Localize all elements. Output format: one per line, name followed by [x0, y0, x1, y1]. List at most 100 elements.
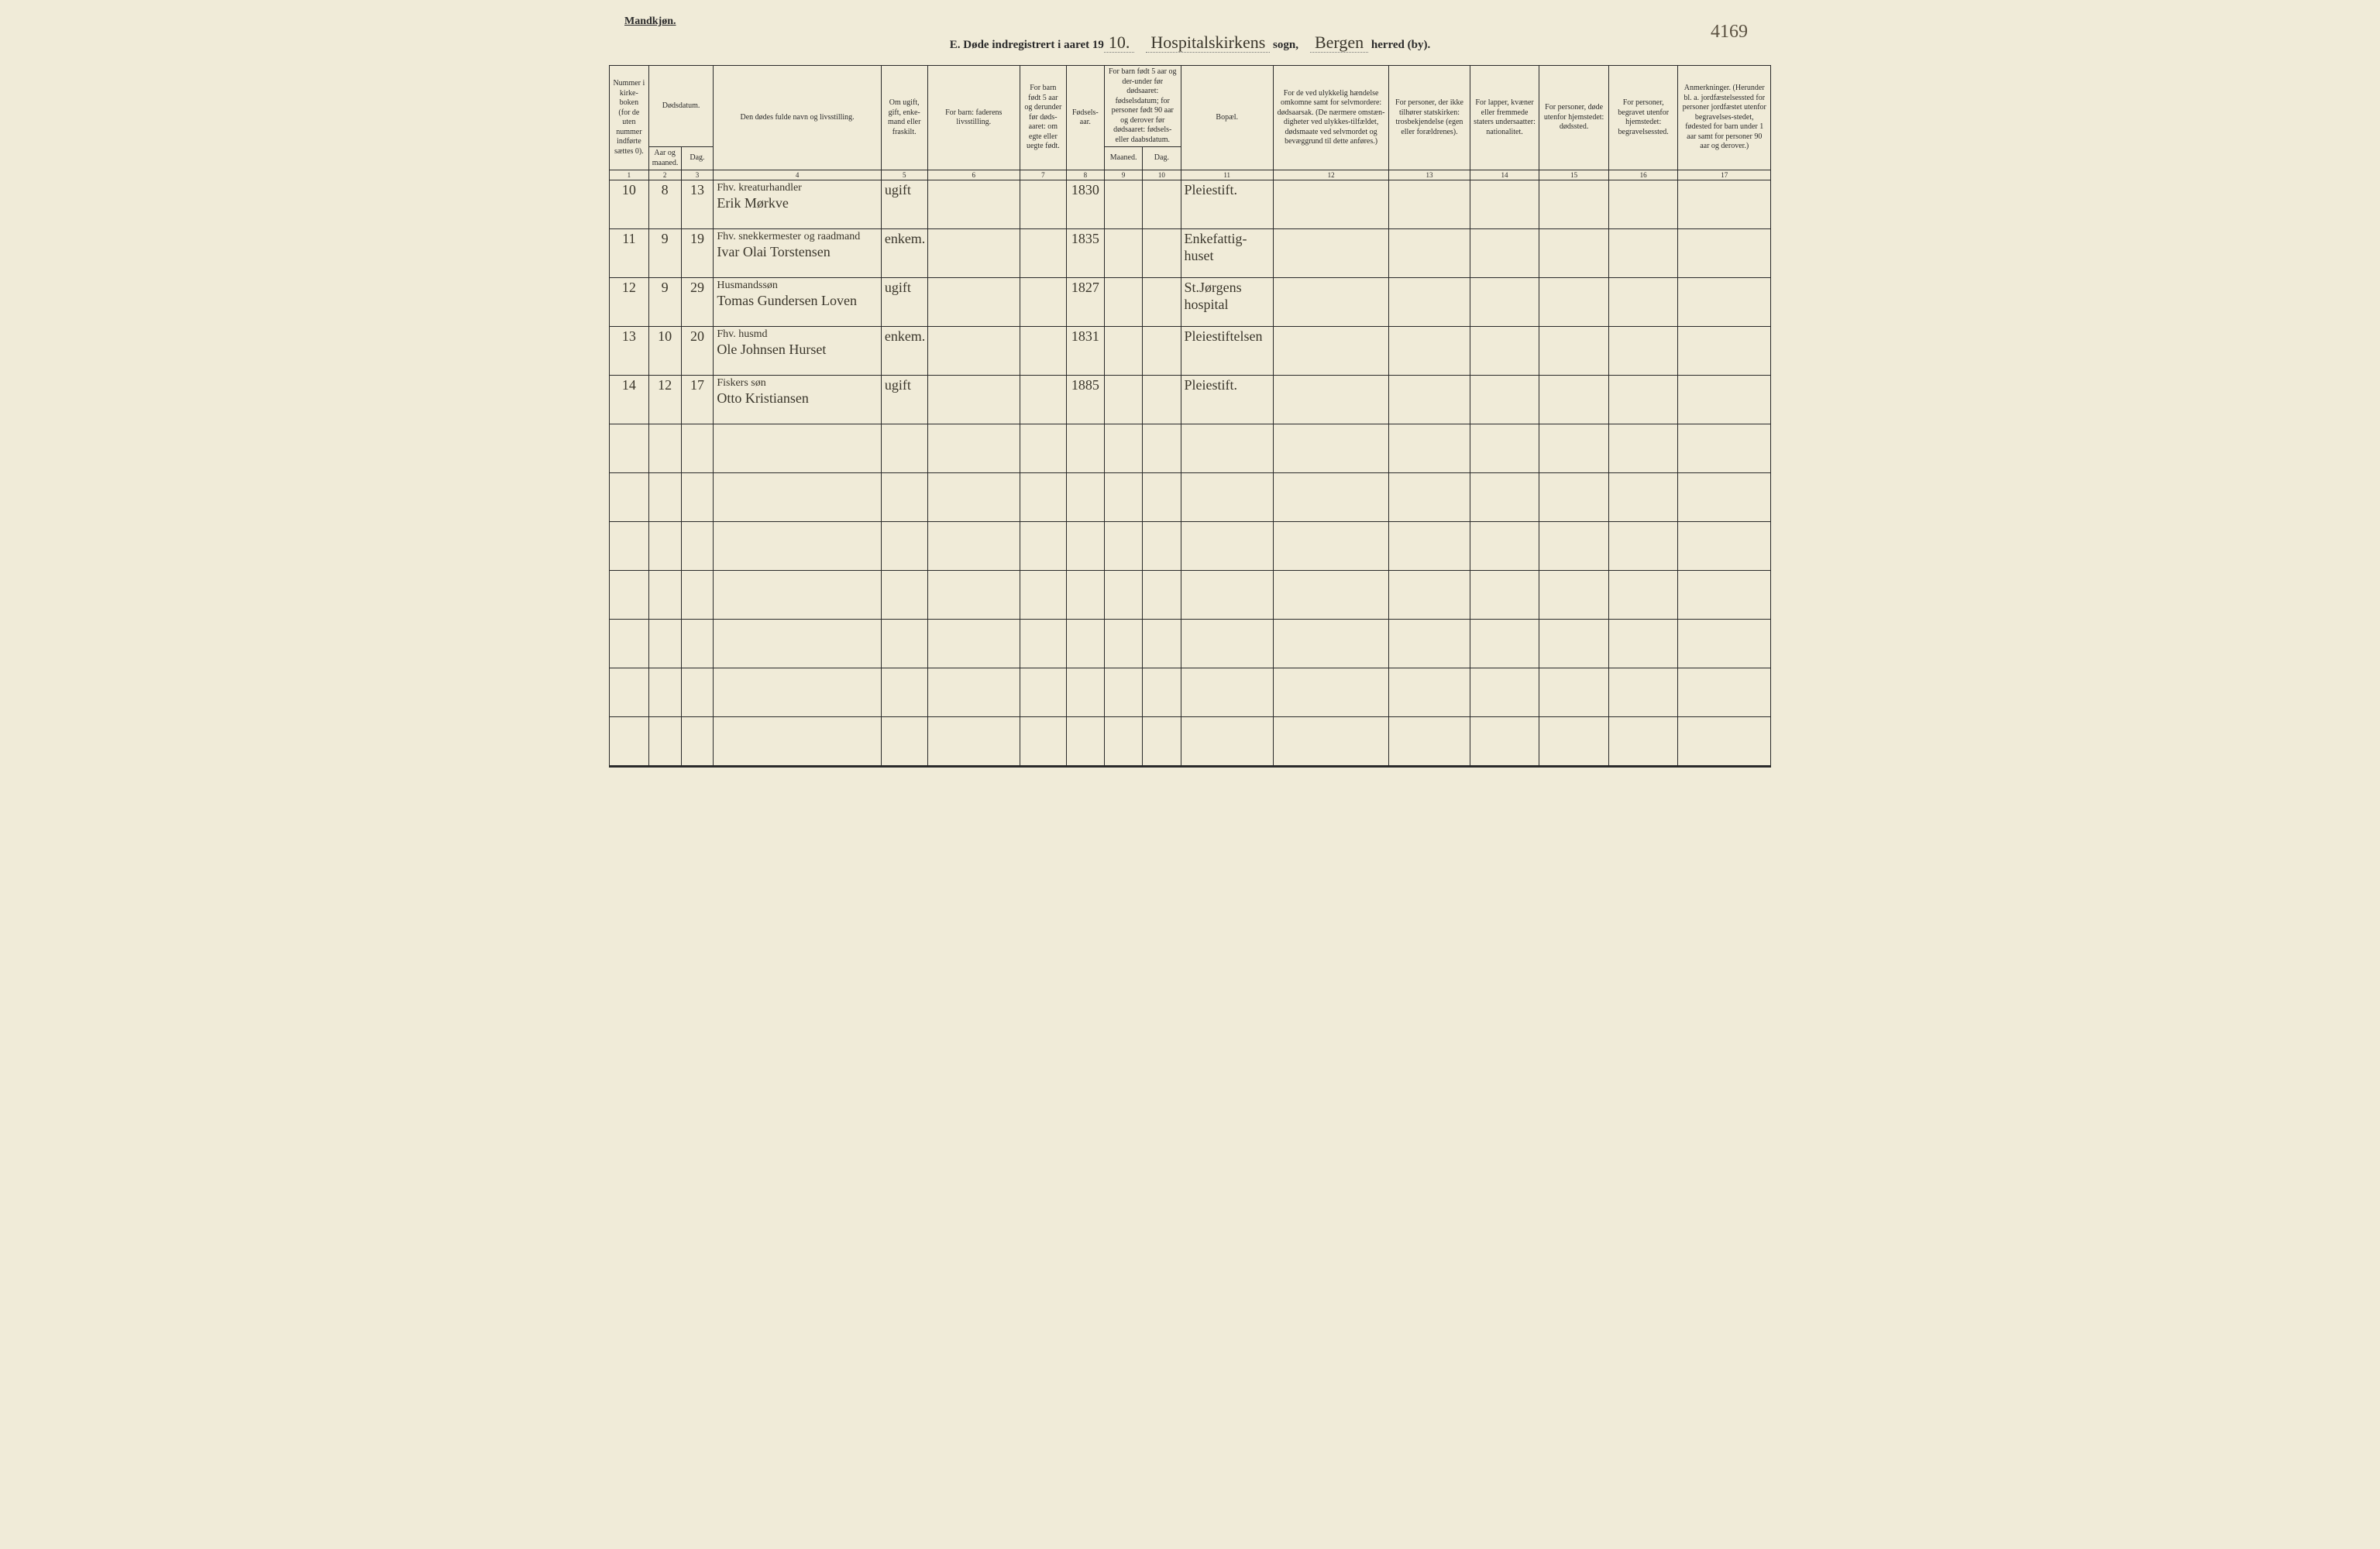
- cell-empty: [610, 571, 649, 620]
- cell-blank: [1273, 278, 1388, 327]
- cell-name: Fiskers sønOtto Kristiansen: [714, 376, 881, 424]
- cell-empty: [1678, 522, 1771, 571]
- col-header-6: For barn: faderens livsstilling.: [927, 66, 1020, 170]
- cell-empty: [681, 424, 714, 473]
- cell-empty: [714, 620, 881, 668]
- table-row-empty: [610, 522, 1771, 571]
- column-number: 9: [1104, 170, 1142, 180]
- cell-empty: [1389, 668, 1470, 717]
- table-header: Nummer i kirke-boken (for de uten nummer…: [610, 66, 1771, 180]
- cell-blank: [1678, 180, 1771, 229]
- column-number: 10: [1143, 170, 1181, 180]
- cell-birth-year: 1835: [1066, 229, 1104, 278]
- cell-name: Fhv. snekkermester og raadmandIvar Olai …: [714, 229, 881, 278]
- title-district-label: herred (by).: [1371, 39, 1430, 51]
- cell-blank: [1389, 180, 1470, 229]
- table-row-empty: [610, 571, 1771, 620]
- cell-empty: [881, 522, 927, 571]
- cell-legit: [1020, 327, 1066, 376]
- cell-empty: [1104, 473, 1142, 522]
- cell-birth-month: [1104, 180, 1142, 229]
- cell-number: 13: [610, 327, 649, 376]
- cell-blank: [1470, 229, 1539, 278]
- cell-empty: [927, 668, 1020, 717]
- column-number: 5: [881, 170, 927, 180]
- cell-empty: [1020, 620, 1066, 668]
- cell-blank: [1678, 327, 1771, 376]
- cell-birth-day: [1143, 278, 1181, 327]
- cell-father: [927, 327, 1020, 376]
- cell-birth-year: 1831: [1066, 327, 1104, 376]
- cell-empty: [1608, 522, 1678, 571]
- cell-empty: [1066, 620, 1104, 668]
- cell-empty: [881, 668, 927, 717]
- cell-empty: [1273, 522, 1388, 571]
- cell-birth-day: [1143, 180, 1181, 229]
- cell-empty: [1470, 571, 1539, 620]
- cell-empty: [648, 668, 681, 717]
- cell-empty: [1066, 473, 1104, 522]
- cell-empty: [714, 473, 881, 522]
- col-header-11: Bopæl.: [1181, 66, 1273, 170]
- cell-empty: [681, 717, 714, 767]
- cell-blank: [1608, 180, 1678, 229]
- column-number: 1: [610, 170, 649, 180]
- cell-blank: [1539, 376, 1609, 424]
- cell-blank: [1389, 278, 1470, 327]
- cell-empty: [1066, 668, 1104, 717]
- cell-blank: [1470, 278, 1539, 327]
- cell-day: 29: [681, 278, 714, 327]
- cell-empty: [714, 424, 881, 473]
- cell-empty: [610, 668, 649, 717]
- entries-body: 10813Fhv. kreaturhandlerErik Mørkveugift…: [610, 180, 1771, 424]
- cell-empty: [1389, 522, 1470, 571]
- cell-residence: St.Jørgens hospital: [1181, 278, 1273, 327]
- cell-month: 8: [648, 180, 681, 229]
- cell-empty: [881, 717, 927, 767]
- cell-empty: [681, 668, 714, 717]
- cell-legit: [1020, 229, 1066, 278]
- col-header-15: For personer, døde utenfor hjemstedet: d…: [1539, 66, 1609, 170]
- col-header-3: Dag.: [681, 147, 714, 170]
- col-header-death-date: Dødsdatum.: [648, 66, 714, 147]
- table-row-empty: [610, 424, 1771, 473]
- cell-empty: [1389, 717, 1470, 767]
- column-number: 7: [1020, 170, 1066, 180]
- cell-birth-day: [1143, 327, 1181, 376]
- column-number: 8: [1066, 170, 1104, 180]
- cell-empty: [1104, 522, 1142, 571]
- col-header-14: For lapper, kvæner eller fremmede stater…: [1470, 66, 1539, 170]
- cell-blank: [1273, 229, 1388, 278]
- cell-empty: [1066, 424, 1104, 473]
- ledger-page: 4169 Mandkjøn. E. Døde indregistrert i a…: [609, 15, 1771, 768]
- cell-empty: [1608, 668, 1678, 717]
- cell-blank: [1678, 278, 1771, 327]
- cell-empty: [610, 424, 649, 473]
- table-row: 10813Fhv. kreaturhandlerErik Mørkveugift…: [610, 180, 1771, 229]
- cell-name: Fhv. kreaturhandlerErik Mørkve: [714, 180, 881, 229]
- cell-empty: [881, 571, 927, 620]
- table-row-empty: [610, 620, 1771, 668]
- cell-empty: [1143, 473, 1181, 522]
- cell-empty: [610, 620, 649, 668]
- col-header-8: Fødsels-aar.: [1066, 66, 1104, 170]
- cell-residence: Pleiestift.: [1181, 376, 1273, 424]
- cell-empty: [648, 717, 681, 767]
- cell-residence: Pleiestift.: [1181, 180, 1273, 229]
- cell-empty: [927, 717, 1020, 767]
- cell-month: 12: [648, 376, 681, 424]
- cell-empty: [1104, 620, 1142, 668]
- col-header-13: For personer, der ikke tilhører statskir…: [1389, 66, 1470, 170]
- cell-empty: [1539, 571, 1609, 620]
- column-number: 2: [648, 170, 681, 180]
- cell-blank: [1470, 376, 1539, 424]
- cell-number: 10: [610, 180, 649, 229]
- col-header-birth-date: For barn født 5 aar og der-under før død…: [1104, 66, 1181, 147]
- cell-blank: [1608, 278, 1678, 327]
- cell-empty: [610, 717, 649, 767]
- cell-name: HusmandssønTomas Gundersen Loven: [714, 278, 881, 327]
- column-number: 14: [1470, 170, 1539, 180]
- cell-empty: [648, 522, 681, 571]
- cell-status: enkem.: [881, 327, 927, 376]
- cell-empty: [1273, 473, 1388, 522]
